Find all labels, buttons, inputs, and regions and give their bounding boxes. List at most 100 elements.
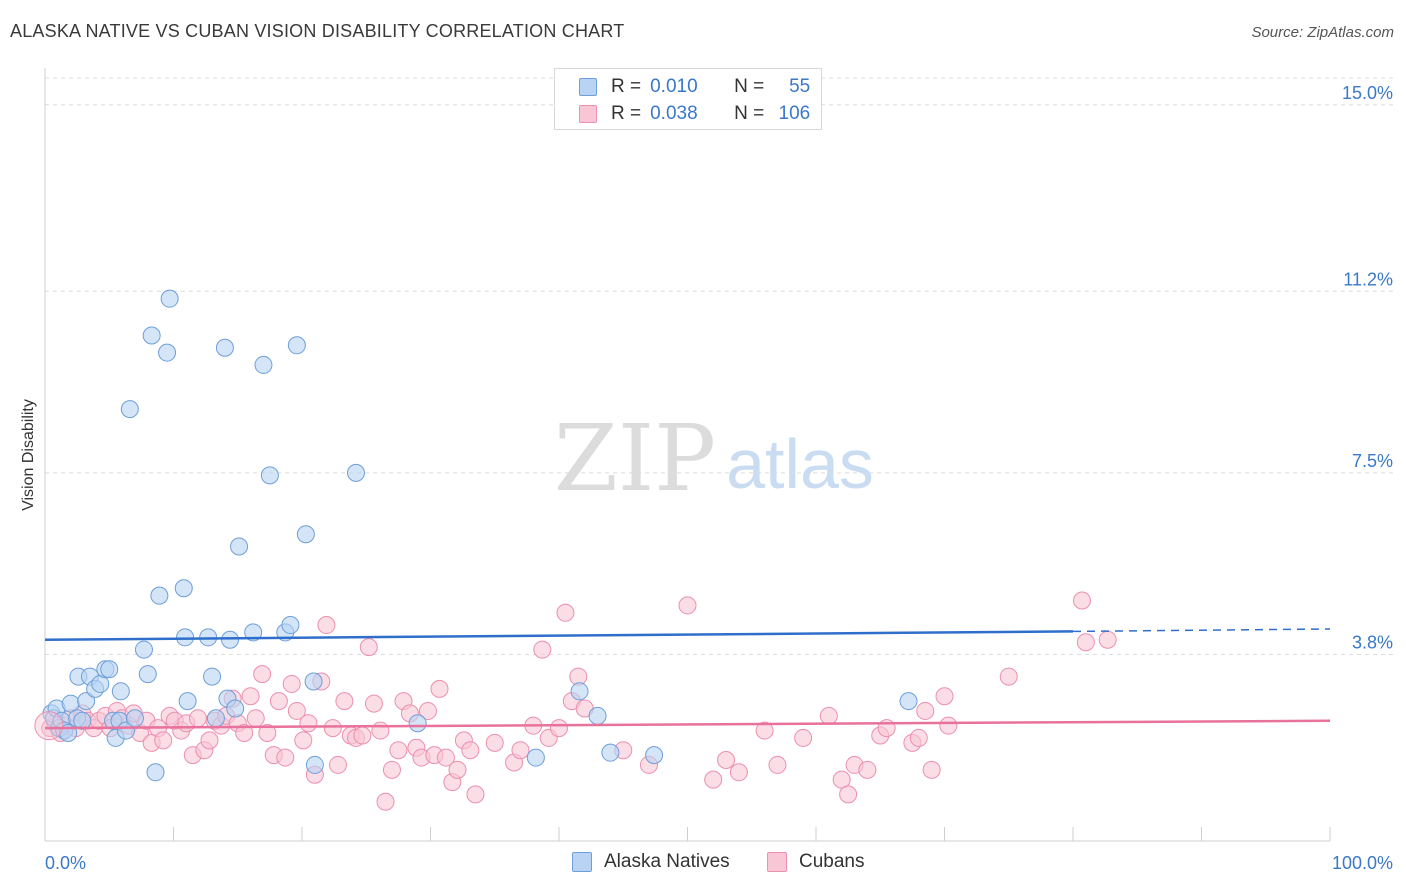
legend-swatch-pink [579,105,597,123]
x-tick-label-max: 100.0% [1332,853,1393,873]
y-tick-label: 11.2% [1343,269,1393,289]
cuban-point [448,760,467,779]
axis-layer [44,68,1331,842]
alaska-native-point [146,763,165,782]
alaska-native-point [601,743,620,762]
alaska-native-point [645,746,664,765]
alaska-native-point [215,338,234,357]
legend-item-alaska-natives[interactable]: Alaska Natives [572,851,730,873]
legend-row-cubans: R = 0.038 N = 106 [579,102,810,126]
cuban-point [359,638,378,657]
alaska-native-point [111,682,130,701]
cuban-point [376,792,395,811]
cuban-point [353,726,372,745]
legend-r-label: R = [611,103,642,124]
alaska-natives-trend-line [44,630,1074,642]
legend-swatch-pink [767,852,787,872]
alaska-native-point [254,355,273,374]
cuban-point [678,596,697,615]
alaska-native-point [150,586,169,605]
alaska-native-point [206,709,225,728]
cuban-point [999,667,1018,686]
y-tick-label: 15.0% [1342,83,1393,103]
alaska-native-point [178,692,197,711]
cuban-point [418,701,437,720]
watermark-zip: ZIP [554,405,716,512]
alaska-native-point [116,721,135,740]
alaska-native-point [260,466,279,485]
source-label: Source: ZipAtlas.com [1251,24,1394,41]
alaska-native-point [526,748,545,767]
cuban-point [246,709,265,728]
alaska-natives-trend-extension [1072,628,1331,633]
cuban-point [382,760,401,779]
trend-layer [44,628,1331,730]
cuban-point [704,770,723,789]
alaska-native-point [142,326,161,345]
alaska-native-point [125,709,144,728]
cuban-point [839,785,858,804]
alaska-native-point [77,692,96,711]
legend-n-label: N = [734,103,765,124]
cuban-point [466,785,485,804]
cuban-point [335,692,354,711]
cuban-point [556,603,575,622]
alaska-native-point [899,692,918,711]
cuban-point [729,763,748,782]
cuban-point [200,731,219,750]
cuban-point [299,714,318,733]
y-tick-label: 7.5% [1352,451,1393,471]
cuban-point [485,733,504,752]
cuban-point [755,721,774,740]
cuban-point [258,724,277,743]
cuban-point [253,665,272,684]
cuban-point [317,616,336,635]
alaska-native-point [221,630,240,649]
cuban-point [276,748,295,767]
cuban-point [939,716,958,735]
cuban-point [909,728,928,747]
legend-label-alaska-natives: Alaska Natives [604,851,730,872]
cuban-point [794,728,813,747]
watermark: ZIP atlas [554,405,874,512]
y-tick-label: 3.8% [1352,632,1393,652]
legend-swatch-blue [572,852,592,872]
alaska-native-point [570,682,589,701]
cuban-point [436,748,455,767]
correlation-legend: R = 0.010 N = 55 R = 0.038 N = 106 [554,68,822,130]
legend-label-cubans: Cubans [799,851,865,872]
cuban-point-cluster [34,711,64,741]
cuban-point [235,724,254,743]
alaska-native-point [226,699,245,718]
cuban-point [717,751,736,770]
cuban-point [430,679,449,698]
cuban-point [916,701,935,720]
cuban-point [935,687,954,706]
cuban-point [241,687,260,706]
alaska-native-point [73,711,92,730]
alaska-native-point [346,463,365,482]
alaska-native-point [160,289,179,308]
cuban-point [1072,591,1091,610]
legend-swatch-blue [579,78,597,96]
cuban-point [389,741,408,760]
legend-r-value: 0.010 [650,76,698,97]
grid-layer [45,77,1395,655]
legend-item-cubans[interactable]: Cubans [767,851,865,873]
watermark-atlas: atlas [726,425,874,503]
alaska-native-point [588,706,607,725]
tick-label-layer: 3.8% 7.5% 11.2% 15.0% 0.0% 100.0% [45,83,1393,873]
legend-row-alaska-natives: R = 0.010 N = 55 [579,75,810,99]
alaska-native-point [296,525,315,544]
cuban-point [323,719,342,738]
legend-n-value: 106 [778,103,811,124]
legend-n-label: N = [734,76,765,97]
chart-title: ALASKA NATIVE VS CUBAN VISION DISABILITY… [10,21,625,41]
alaska-native-point [230,537,249,556]
alaska-native-point [305,755,324,774]
cuban-point [511,741,530,760]
alaska-native-point [176,628,195,647]
cuban-point [1098,630,1117,649]
cuban-point [287,701,306,720]
